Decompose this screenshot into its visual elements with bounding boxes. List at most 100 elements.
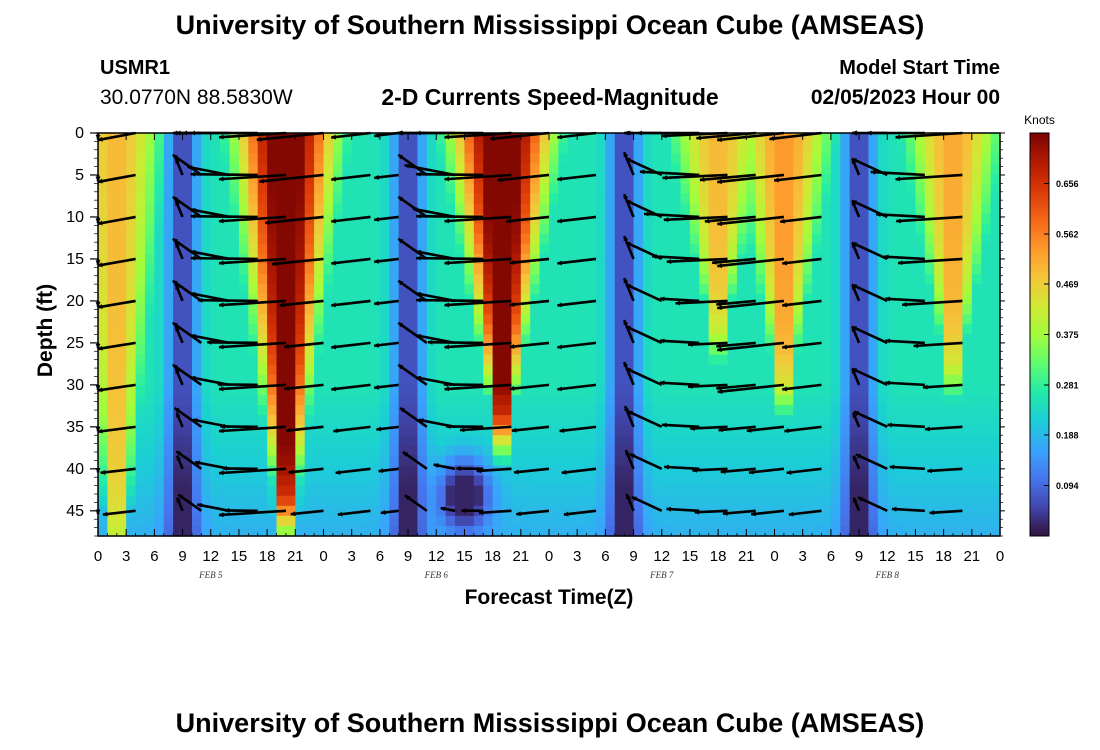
heatmap-cell	[323, 405, 334, 416]
heatmap-cell	[379, 515, 390, 527]
heatmap-cell	[332, 294, 343, 305]
heatmap-cell	[962, 143, 973, 154]
heatmap-cell	[154, 334, 165, 346]
heatmap-cell	[934, 274, 945, 285]
heatmap-cell	[915, 495, 926, 507]
heatmap-cell	[981, 374, 992, 386]
heatmap-cell	[135, 415, 146, 426]
heatmap-cell	[220, 455, 231, 467]
heatmap-cell	[520, 354, 531, 366]
heatmap-cell	[323, 163, 334, 174]
heatmap-cell	[379, 374, 390, 386]
heatmap-cell	[708, 344, 719, 356]
heatmap-cell	[642, 495, 653, 507]
heatmap-cell	[586, 374, 597, 386]
heatmap-cell	[511, 284, 522, 295]
date-label: FEB 8	[875, 570, 900, 580]
heatmap-cell	[727, 374, 738, 386]
heatmap-cell	[276, 455, 287, 467]
heatmap-cell	[144, 223, 155, 235]
current-arrow	[283, 341, 324, 349]
heatmap-cell	[624, 515, 635, 527]
heatmap-cell	[116, 445, 127, 456]
heatmap-cell	[126, 435, 137, 446]
heatmap-cell	[896, 425, 907, 436]
heatmap-cell	[849, 435, 860, 446]
heatmap-cell	[802, 304, 813, 315]
heatmap-cell	[370, 243, 381, 255]
heatmap-cell	[652, 143, 663, 154]
heatmap-cell	[577, 475, 588, 487]
heatmap-cell	[332, 435, 343, 446]
heatmap-cell	[915, 243, 926, 255]
heatmap-cell	[924, 274, 935, 285]
heatmap-cell	[774, 334, 785, 346]
heatmap-cell	[896, 354, 907, 366]
heatmap-cell	[859, 173, 870, 184]
heatmap-cell	[154, 435, 165, 446]
heatmap-cell	[605, 294, 616, 305]
heatmap-cell	[295, 133, 306, 144]
heatmap-cell	[708, 465, 719, 477]
heatmap-cell	[971, 364, 982, 376]
heatmap-cell	[953, 485, 964, 497]
heatmap-cell	[812, 334, 823, 346]
heatmap-cell	[530, 304, 541, 315]
heatmap-cell	[455, 143, 466, 154]
heatmap-cell	[906, 344, 917, 356]
heatmap-cell	[445, 495, 456, 507]
heatmap-cell	[389, 455, 400, 467]
heatmap-cell	[389, 183, 400, 195]
heatmap-cell	[821, 425, 832, 436]
heatmap-cell	[755, 405, 766, 416]
heatmap-cell	[98, 515, 108, 527]
heatmap-cell	[849, 445, 860, 456]
heatmap-cell	[267, 263, 278, 275]
heatmap-cell	[361, 193, 372, 205]
heatmap-cell	[126, 263, 137, 275]
heatmap-cell	[774, 233, 785, 245]
heatmap-cell	[511, 334, 522, 346]
heatmap-cell	[455, 384, 466, 396]
heatmap-cell	[718, 475, 729, 487]
heatmap-cell	[671, 163, 682, 174]
heatmap-cell	[426, 475, 437, 487]
heatmap-cell	[107, 435, 118, 446]
heatmap-cell	[492, 193, 503, 205]
heatmap-cell	[342, 495, 353, 507]
heatmap-cell	[257, 294, 268, 305]
heatmap-cell	[652, 465, 663, 477]
heatmap-cell	[267, 405, 278, 416]
y-tick-label: 35	[66, 419, 84, 436]
heatmap-cell	[849, 223, 860, 235]
heatmap-cell	[830, 435, 841, 446]
heatmap-cell	[370, 465, 381, 477]
heatmap-cell	[614, 354, 625, 366]
current-arrow	[196, 502, 230, 513]
heatmap-cell	[520, 253, 531, 265]
heatmap-cell	[539, 344, 550, 356]
heatmap-cell	[98, 263, 108, 275]
heatmap-cell	[840, 274, 851, 285]
heatmap-cell	[398, 203, 409, 215]
heatmap-cell	[755, 344, 766, 356]
heatmap-cell	[859, 394, 870, 406]
heatmap-cell	[727, 425, 738, 436]
heatmap-cell	[567, 183, 578, 195]
heatmap-cell	[361, 374, 372, 386]
heatmap-cell	[267, 435, 278, 446]
heatmap-cell	[633, 354, 644, 366]
current-arrow	[663, 215, 728, 223]
heatmap-cell	[802, 394, 813, 406]
heatmap-cell	[652, 183, 663, 195]
heatmap-cell	[417, 455, 428, 467]
heatmap-cell	[840, 515, 851, 527]
heatmap-cell	[351, 374, 362, 386]
heatmap-cell	[849, 354, 860, 366]
heatmap-cell	[201, 475, 212, 487]
heatmap-cell	[549, 525, 559, 537]
heatmap-cell	[953, 143, 964, 154]
heatmap-cell	[201, 495, 212, 507]
heatmap-cell	[389, 334, 400, 346]
heatmap-cell	[577, 314, 588, 326]
